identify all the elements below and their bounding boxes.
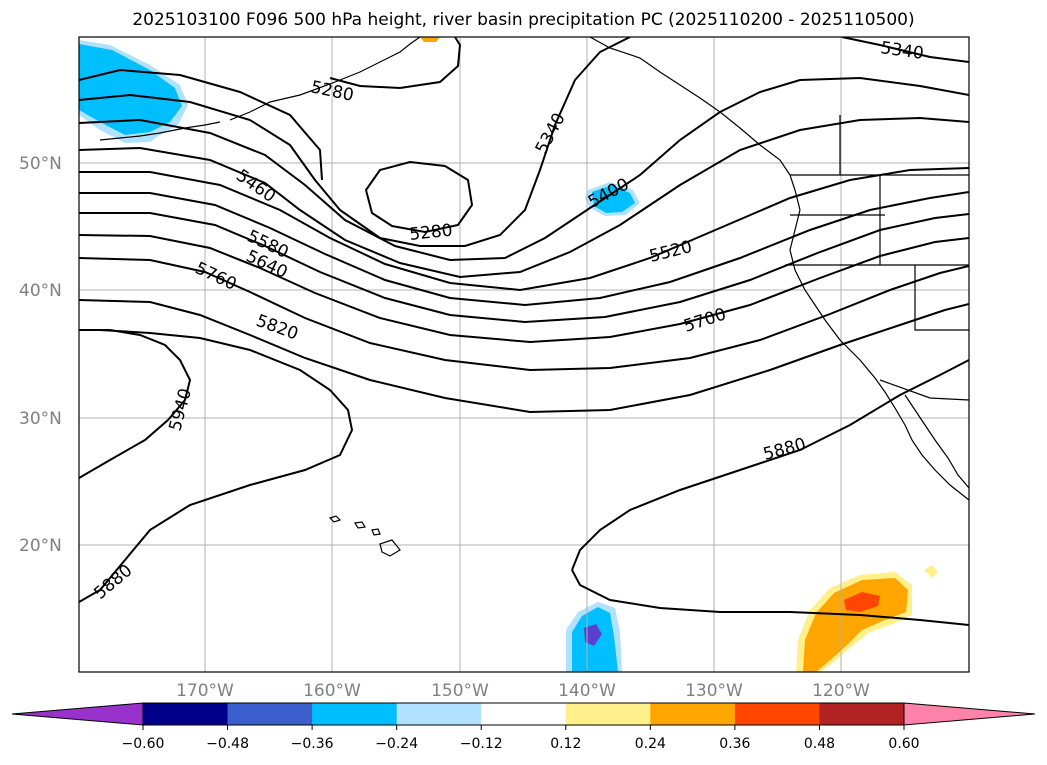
lat-label-30n: 30°N bbox=[19, 409, 62, 429]
us-west-coast bbox=[789, 209, 969, 501]
lon-label-170w: 170°W bbox=[176, 681, 234, 701]
contour-5460 bbox=[79, 116, 969, 279]
contour-5880-south bbox=[571, 569, 969, 626]
colorbar-extend-high bbox=[903, 702, 1036, 726]
lon-label-140w: 140°W bbox=[558, 681, 616, 701]
colorbar-tick-label: −0.12 bbox=[460, 736, 503, 752]
colorbar-tick-label: 0.24 bbox=[635, 736, 666, 752]
contour-5340-northeast bbox=[841, 37, 969, 63]
hawaii-1 bbox=[328, 515, 342, 523]
colorbar-tick-label: −0.48 bbox=[206, 736, 249, 752]
lon-label-120w: 120°W bbox=[812, 681, 870, 701]
hawaii-3 bbox=[371, 528, 381, 536]
contour-5880-east bbox=[571, 359, 969, 571]
contour-5640 bbox=[79, 212, 969, 324]
yellow-spot-east bbox=[924, 565, 938, 578]
height-contours bbox=[79, 37, 969, 626]
colorbar-cell bbox=[227, 703, 313, 725]
colorbar-cell bbox=[734, 703, 820, 725]
red-anomaly-east bbox=[844, 592, 880, 612]
colorbar-tick-label: −0.24 bbox=[375, 736, 418, 752]
alaska-coast bbox=[229, 37, 421, 121]
contour-5280-alaska bbox=[329, 37, 462, 90]
colorbar-tick-label: 0.48 bbox=[804, 736, 835, 752]
blue-anomaly-gulf-core bbox=[592, 185, 635, 213]
map-area: 5280 5340 5340 5280 5400 5460 5520 5580 … bbox=[79, 37, 969, 672]
aleutian-chain bbox=[99, 121, 221, 141]
mexico-border bbox=[879, 379, 969, 401]
colorbar-tick-label: −0.60 bbox=[122, 736, 165, 752]
contour-5580 bbox=[79, 191, 969, 307]
colorbar-cell bbox=[481, 703, 567, 725]
contour-5880-west bbox=[79, 329, 354, 603]
colorbar: −0.60 −0.48 −0.36 −0.24 −0.12 0.12 0.24 0.36 0.4… bbox=[11, 702, 1036, 752]
colorbar-extend-low bbox=[11, 702, 144, 726]
contour-5940 bbox=[79, 329, 192, 479]
contour-5280-closed bbox=[364, 160, 474, 234]
contour-5820 bbox=[79, 299, 969, 414]
contour-5760 bbox=[79, 257, 969, 372]
gridlines bbox=[79, 37, 969, 672]
contour-label-5280-closed: 5280 bbox=[408, 221, 453, 245]
contour-5340-main bbox=[79, 37, 631, 247]
longitude-labels: 170°W 160°W 150°W 140°W 130°W 120°W bbox=[176, 681, 870, 701]
lon-label-160w: 160°W bbox=[303, 681, 361, 701]
colorbar-tick-label: 0.60 bbox=[888, 736, 919, 752]
lat-label-40n: 40°N bbox=[19, 281, 62, 301]
hawaii-4 bbox=[379, 539, 401, 557]
colorbar-tick-label: 0.12 bbox=[550, 736, 581, 752]
contour-5520 bbox=[79, 167, 969, 292]
contour-5400 bbox=[79, 76, 969, 262]
latitude-labels: 50°N 40°N 30°N 20°N bbox=[19, 154, 62, 556]
orange-spot-north bbox=[420, 37, 440, 42]
map-title: 2025103100 F096 500 hPa height, river ba… bbox=[132, 10, 915, 30]
map-frame bbox=[78, 36, 970, 673]
colorbar-cell bbox=[396, 703, 482, 725]
colorbar-cell bbox=[143, 703, 229, 725]
hawaii-2 bbox=[354, 521, 366, 529]
colorbar-cell bbox=[565, 703, 651, 725]
lat-label-20n: 20°N bbox=[19, 536, 62, 556]
colorbar-cell bbox=[819, 703, 905, 725]
lat-label-50n: 50°N bbox=[19, 154, 62, 174]
purple-anomaly-south bbox=[584, 624, 602, 646]
precip-shading bbox=[79, 37, 938, 672]
colorbar-tick-label: −0.36 bbox=[291, 736, 334, 752]
colorbar-cells bbox=[11, 702, 1036, 726]
baja-coast bbox=[904, 394, 969, 489]
colorbar-cell bbox=[312, 703, 398, 725]
colorbar-cell bbox=[650, 703, 736, 725]
contour-5280-north bbox=[79, 68, 323, 181]
lon-label-150w: 150°W bbox=[431, 681, 489, 701]
us-state-border-5 bbox=[914, 265, 969, 331]
colorbar-outline bbox=[142, 702, 905, 726]
lon-label-130w: 130°W bbox=[685, 681, 743, 701]
colorbar-tick-label: 0.36 bbox=[719, 736, 750, 752]
colorbar-ticks: −0.60 −0.48 −0.36 −0.24 −0.12 0.12 0.24 0.36 0.4… bbox=[122, 725, 920, 752]
orange-anomaly-east bbox=[803, 578, 908, 672]
blue-anomaly-northwest-core bbox=[79, 44, 182, 135]
contour-5700 bbox=[79, 234, 969, 344]
